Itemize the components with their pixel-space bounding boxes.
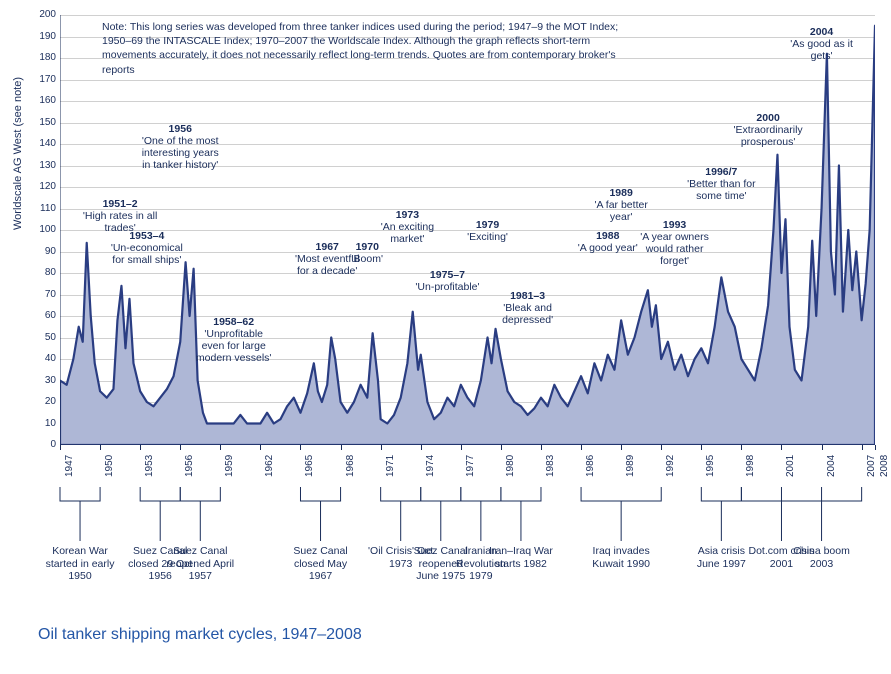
x-tick: 1974: [425, 455, 436, 477]
y-tick: 130: [28, 160, 56, 171]
x-tick: 1959: [224, 455, 235, 477]
x-tick: 1992: [665, 455, 676, 477]
chart-annotation: 1979'Exciting': [449, 219, 527, 243]
event-label: Suez Canal closed May 1967: [286, 545, 356, 583]
y-tick: 110: [28, 203, 56, 214]
x-tick: 1956: [184, 455, 195, 477]
x-tick: 1983: [545, 455, 556, 477]
y-tick: 10: [28, 418, 56, 429]
chart-annotation: 1953–4'Un-economical for small ships': [108, 230, 186, 266]
y-tick: 50: [28, 332, 56, 343]
x-tick-mark: [381, 445, 382, 450]
x-tick: 2008: [879, 455, 890, 477]
x-tick-mark: [701, 445, 702, 450]
x-tick: 1986: [585, 455, 596, 477]
x-tick-mark: [661, 445, 662, 450]
x-tick-mark: [541, 445, 542, 450]
event-label: China boom 2003: [787, 545, 857, 570]
x-tick-mark: [220, 445, 221, 450]
x-tick-mark: [822, 445, 823, 450]
chart-annotation: 1975–7'Un-profitable': [408, 269, 486, 293]
x-tick: 1977: [465, 455, 476, 477]
chart-annotation: 1958–62'Unprofitable even for large mode…: [195, 316, 273, 364]
y-tick: 100: [28, 224, 56, 235]
chart-annotation: 1993'A year owners would rather forget': [636, 219, 714, 267]
x-tick: 2007: [866, 455, 877, 477]
y-tick: 170: [28, 74, 56, 85]
y-tick: 0: [28, 439, 56, 450]
y-tick: 80: [28, 267, 56, 278]
x-tick-mark: [781, 445, 782, 450]
x-tick-mark: [300, 445, 301, 450]
chart-annotation: 2004'As good as it gets': [783, 26, 861, 62]
x-tick-mark: [501, 445, 502, 450]
y-tick: 190: [28, 31, 56, 42]
chart-annotation: 2000'Extraordinarily prosperous': [729, 112, 807, 148]
chart-annotation: 1981–3'Bleak and depressed': [489, 290, 567, 326]
x-tick: 2001: [785, 455, 796, 477]
event-label: Iran–Iraq War starts 1982: [486, 545, 556, 570]
x-tick: 1995: [705, 455, 716, 477]
y-tick: 150: [28, 117, 56, 128]
y-tick: 160: [28, 95, 56, 106]
x-tick: 2004: [826, 455, 837, 477]
chart-annotation: 1956'One of the most interesting years i…: [141, 123, 219, 171]
y-tick: 200: [28, 9, 56, 20]
event-label: Suez Canal reopened April 1957: [165, 545, 235, 583]
event-label: Korean War started in early 1950: [45, 545, 115, 583]
x-tick: 1953: [144, 455, 155, 477]
x-tick: 1968: [345, 455, 356, 477]
x-tick-mark: [60, 445, 61, 450]
x-tick-mark: [862, 445, 863, 450]
x-tick: 1971: [385, 455, 396, 477]
y-axis-label: Worldscale AG West (see note): [12, 77, 24, 230]
chart-annotation: 1951–2'High rates in all trades': [81, 198, 159, 234]
x-tick: 1950: [104, 455, 115, 477]
y-tick: 70: [28, 289, 56, 300]
x-tick: 1989: [625, 455, 636, 477]
x-tick: 1962: [264, 455, 275, 477]
x-tick-mark: [581, 445, 582, 450]
y-tick: 40: [28, 353, 56, 364]
y-tick: 180: [28, 52, 56, 63]
x-tick-mark: [100, 445, 101, 450]
x-tick: 1980: [505, 455, 516, 477]
x-tick-mark: [421, 445, 422, 450]
x-tick-mark: [741, 445, 742, 450]
x-tick-mark: [875, 445, 876, 450]
y-tick: 140: [28, 138, 56, 149]
y-tick: 30: [28, 375, 56, 386]
chart-annotation: 1996/7'Better than for some time': [682, 166, 760, 202]
x-tick-mark: [621, 445, 622, 450]
y-tick: 120: [28, 181, 56, 192]
figure-title: Oil tanker shipping market cycles, 1947–…: [38, 626, 362, 644]
x-tick-mark: [140, 445, 141, 450]
x-tick-mark: [341, 445, 342, 450]
x-tick-mark: [461, 445, 462, 450]
x-tick: 1998: [745, 455, 756, 477]
figure-container: Worldscale AG West (see note) 0 10 20 30 40 5…: [0, 0, 891, 674]
x-tick: 1965: [304, 455, 315, 477]
x-tick: 1947: [64, 455, 75, 477]
y-tick: 20: [28, 396, 56, 407]
chart-annotation: 1989'A far better year': [582, 187, 660, 223]
x-tick-mark: [260, 445, 261, 450]
y-tick: 60: [28, 310, 56, 321]
chart-annotation: 1973'An exciting market': [368, 209, 446, 245]
event-label: Iraq invades Kuwait 1990: [586, 545, 656, 570]
y-tick: 90: [28, 246, 56, 257]
x-tick-mark: [180, 445, 181, 450]
